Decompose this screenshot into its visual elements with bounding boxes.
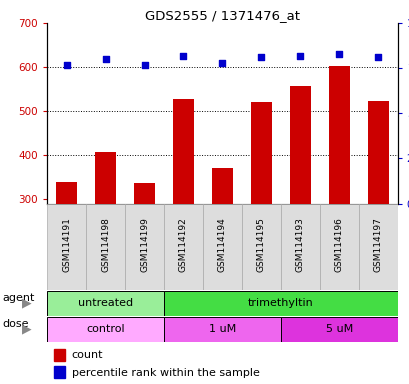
- Text: GSM114196: GSM114196: [334, 218, 343, 272]
- Text: agent: agent: [2, 293, 34, 303]
- Bar: [54, 349, 65, 361]
- Text: GSM114195: GSM114195: [256, 218, 265, 272]
- Bar: [289, 86, 310, 204]
- Bar: [328, 66, 349, 204]
- Point: [374, 54, 381, 60]
- Bar: [164, 204, 202, 290]
- Point: [219, 60, 225, 66]
- Text: untreated: untreated: [78, 298, 133, 308]
- Text: trimethyltin: trimethyltin: [247, 298, 313, 308]
- Bar: [86, 204, 125, 290]
- Text: control: control: [86, 324, 125, 334]
- Bar: [54, 366, 65, 379]
- Point: [258, 54, 264, 60]
- Bar: [211, 168, 233, 204]
- Text: GSM114193: GSM114193: [295, 218, 304, 272]
- Bar: [319, 204, 358, 290]
- Text: percentile rank within the sample: percentile rank within the sample: [72, 367, 259, 377]
- Point: [102, 56, 109, 62]
- Text: ▶: ▶: [22, 323, 31, 336]
- Bar: [133, 183, 155, 204]
- Text: ▶: ▶: [22, 297, 31, 310]
- Bar: [164, 291, 397, 316]
- Bar: [202, 204, 241, 290]
- Text: count: count: [72, 350, 103, 360]
- Bar: [164, 317, 280, 342]
- Bar: [47, 317, 164, 342]
- Text: GSM114198: GSM114198: [101, 218, 110, 272]
- Text: GSM114194: GSM114194: [218, 218, 226, 272]
- Point: [335, 51, 342, 57]
- Text: GSM114197: GSM114197: [373, 218, 382, 272]
- Bar: [125, 204, 164, 290]
- Text: GSM114199: GSM114199: [140, 218, 148, 272]
- Bar: [94, 152, 116, 204]
- Bar: [172, 99, 194, 204]
- Point: [180, 53, 187, 59]
- Bar: [47, 204, 86, 290]
- Text: dose: dose: [2, 319, 29, 329]
- Bar: [250, 102, 272, 204]
- Bar: [366, 101, 388, 204]
- Point: [297, 53, 303, 59]
- Bar: [56, 182, 77, 204]
- Bar: [280, 317, 397, 342]
- Point: [141, 61, 148, 68]
- Text: GSM114192: GSM114192: [179, 218, 187, 272]
- Title: GDS2555 / 1371476_at: GDS2555 / 1371476_at: [144, 9, 299, 22]
- Bar: [280, 204, 319, 290]
- Text: 5 uM: 5 uM: [325, 324, 352, 334]
- Text: 1 uM: 1 uM: [208, 324, 236, 334]
- Text: GSM114191: GSM114191: [62, 218, 71, 272]
- Bar: [241, 204, 280, 290]
- Bar: [358, 204, 397, 290]
- Point: [63, 61, 70, 68]
- Bar: [47, 291, 164, 316]
